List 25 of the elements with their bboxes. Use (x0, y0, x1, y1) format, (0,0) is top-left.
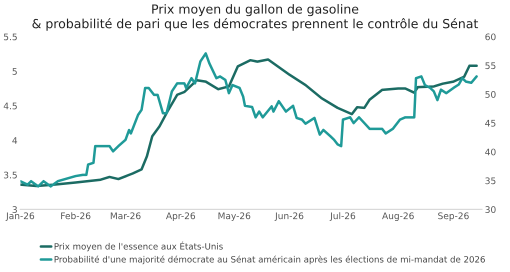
chart-title: Prix moyen du gallon de gasoline & probabilité de pari que les démocrates prennent le contrôle du Sénat (32, 4, 478, 31)
y-tick-label: 4.5 (4, 102, 17, 110)
x-tick-label: Apr-26 (166, 212, 196, 221)
x-tick-label: May-26 (218, 212, 250, 221)
y2-tick-label: 50 (485, 91, 496, 98)
x-tick-label: Jun-26 (274, 212, 304, 221)
x-tick-label: Mar-26 (110, 212, 141, 220)
y2-tick-label: 35 (485, 177, 496, 184)
y-tick-label: 5.5 (4, 34, 17, 40)
y-tick-label: 3.5 (4, 172, 17, 178)
y2-tick-label: 45 (485, 120, 496, 127)
y-tick-label: 5 (12, 68, 17, 75)
y2-tick-label: 30 (485, 206, 496, 213)
x-tick-label: Feb-26 (61, 212, 90, 220)
y2-tick-label: 40 (485, 148, 496, 156)
x-tick-label: Aug-26 (382, 212, 414, 221)
x-tick-label: Sep-26 (438, 212, 469, 221)
x-tick-label: Jul-26 (330, 212, 356, 221)
y-tick-label: 3 (12, 206, 17, 213)
x-tick-label: Jan-26 (6, 212, 34, 221)
y-tick-label: 4 (12, 137, 18, 144)
y2-tick-label: 60 (485, 33, 496, 40)
y2-tick-label: 55 (485, 62, 496, 70)
legend-label: Prix moyen de l'essence aux États-Unis (54, 242, 223, 252)
legend-label: Probabilité d'une majorité démocrate au Sénat américain après les élections de mi-mandat de 2026 (54, 256, 485, 264)
